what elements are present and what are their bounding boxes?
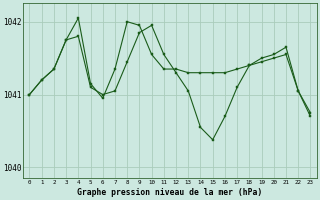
X-axis label: Graphe pression niveau de la mer (hPa): Graphe pression niveau de la mer (hPa) [77,188,263,197]
